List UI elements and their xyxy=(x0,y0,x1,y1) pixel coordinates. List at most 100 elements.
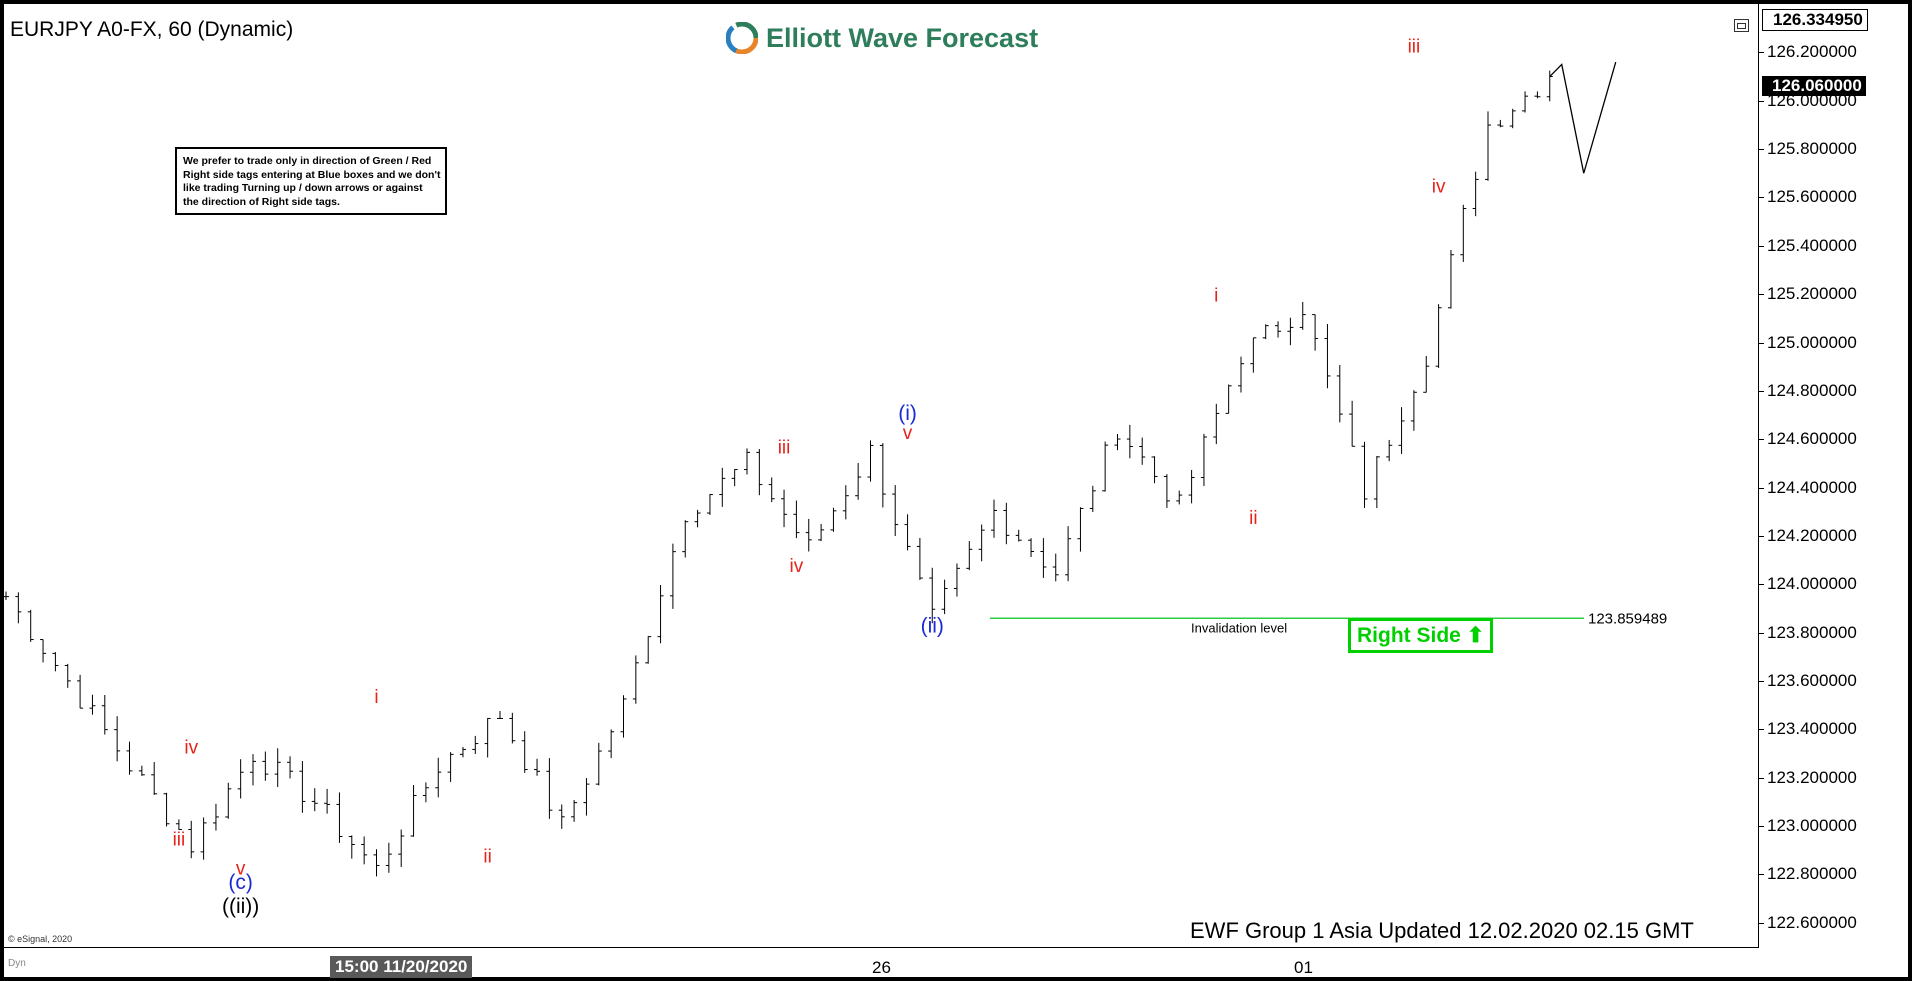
y-tick-label: 125.800000 xyxy=(1767,139,1857,159)
ohlc-bar xyxy=(4,591,9,600)
y-tick-label: 122.800000 xyxy=(1767,864,1857,884)
invalidation-label: Invalidation level xyxy=(1191,620,1287,635)
ohlc-bar xyxy=(1213,403,1220,445)
ohlc-bar xyxy=(978,524,985,562)
wave-label: i xyxy=(374,687,378,708)
ohlc-bar xyxy=(904,514,911,551)
ohlc-bar xyxy=(842,485,849,520)
y-tick-mark xyxy=(1759,390,1764,392)
y-tick-mark xyxy=(1759,584,1764,586)
y-tick-label: 126.200000 xyxy=(1767,42,1857,62)
ohlc-bar xyxy=(101,694,108,735)
ohlc-bar xyxy=(385,842,392,873)
ohlc-bar xyxy=(632,655,639,704)
ohlc-bar xyxy=(175,819,182,831)
ohlc-bar xyxy=(89,694,96,715)
top-price-label: 126.334950 xyxy=(1762,8,1868,31)
arrow-up-icon: ⬆ xyxy=(1466,624,1485,647)
ohlc-bar xyxy=(212,803,219,831)
wave-label: iii xyxy=(173,829,186,850)
ohlc-bar xyxy=(1114,433,1121,451)
ohlc-bar xyxy=(546,758,553,819)
wave-label: ii xyxy=(483,846,491,867)
time-axis[interactable]: Dyn 15:00 11/20/2020 26 01 xyxy=(4,948,1759,978)
ohlc-bar xyxy=(916,537,923,580)
ohlc-bar xyxy=(336,792,343,843)
ohlc-bar xyxy=(657,585,664,644)
ohlc-bar xyxy=(1065,526,1072,582)
y-tick-mark xyxy=(1759,149,1764,151)
y-tick-mark xyxy=(1759,681,1764,683)
ohlc-bar xyxy=(1485,111,1491,181)
ohlc-bar xyxy=(299,761,306,813)
ohlc-bar xyxy=(953,563,960,597)
ohlc-bar xyxy=(311,788,318,812)
y-tick-mark xyxy=(1759,777,1764,779)
invalidation-value: 123.859489 xyxy=(1588,610,1667,627)
y-tick-label: 122.600000 xyxy=(1767,912,1857,932)
ohlc-bar xyxy=(1200,433,1207,487)
ohlc-bar xyxy=(1089,485,1096,513)
ohlc-bar xyxy=(126,741,133,775)
ohlc-bar xyxy=(1040,538,1047,578)
update-footer: EWF Group 1 Asia Updated 12.02.2020 02.1… xyxy=(1190,918,1694,943)
y-tick-mark xyxy=(1759,197,1764,199)
ohlc-bar xyxy=(929,567,936,624)
ohlc-bar xyxy=(1028,538,1035,557)
ohlc-bar xyxy=(324,788,331,814)
y-tick-label: 123.600000 xyxy=(1767,671,1857,691)
ohlc-bar xyxy=(1336,365,1343,423)
wave-label: iv xyxy=(1432,177,1446,198)
copyright: © eSignal, 2020 xyxy=(8,934,73,944)
ohlc-bar xyxy=(855,463,862,500)
ohlc-bar xyxy=(40,639,47,663)
ohlc-bar xyxy=(225,782,232,819)
ohlc-bar xyxy=(52,652,59,672)
logo: Elliott Wave Forecast xyxy=(726,22,1038,54)
ohlc-bar xyxy=(250,754,256,786)
ohlc-bar xyxy=(620,695,627,738)
ohlc-bar xyxy=(879,443,886,508)
y-tick-label: 124.800000 xyxy=(1767,380,1857,400)
ohlc-bar xyxy=(27,609,34,642)
price-axis[interactable]: 126.200000 126.000000 125.800000 125.600000… xyxy=(1759,4,1908,948)
plot-area[interactable]: 123.859489 Invalidation level iii iv v (c) ((i… xyxy=(4,4,1759,948)
y-tick-label: 125.200000 xyxy=(1767,284,1857,304)
y-tick-mark xyxy=(1759,294,1764,296)
right-side-badge: Right Side ⬆ xyxy=(1348,618,1494,653)
ohlc-bar xyxy=(867,440,874,482)
x-tick-label: 15:00 11/20/2020 xyxy=(330,956,473,978)
ohlc-bar xyxy=(1139,437,1146,465)
y-tick-label: 125.600000 xyxy=(1767,187,1857,207)
logo-text: Elliott Wave Forecast xyxy=(766,22,1039,53)
ohlc-bar xyxy=(1052,553,1059,582)
window-restore-icon[interactable] xyxy=(1734,19,1749,32)
y-tick-mark xyxy=(1759,729,1764,731)
ohlc-bar xyxy=(1003,502,1010,545)
wave-label: ii xyxy=(1249,508,1257,529)
ohlc-bar xyxy=(682,520,689,558)
y-tick-label: 123.200000 xyxy=(1767,767,1857,787)
ohlc-bar xyxy=(398,829,405,867)
ohlc-bar xyxy=(1534,91,1541,99)
wave-label: v xyxy=(903,423,913,444)
ohlc-bar xyxy=(558,804,565,829)
y-tick-label: 123.800000 xyxy=(1767,622,1857,642)
ohlc-bar xyxy=(1398,407,1405,454)
ohlc-bar xyxy=(966,541,973,571)
ohlc-bar xyxy=(114,716,121,762)
ohlc-bar xyxy=(669,543,676,609)
ohlc-bar xyxy=(781,489,788,528)
ohlc-bar xyxy=(1102,441,1109,492)
ohlc-bar xyxy=(1015,529,1022,542)
wave-label: v xyxy=(236,858,246,879)
ohlc-bar xyxy=(262,751,269,781)
ohlc-bar xyxy=(756,449,763,496)
ohlc-bar xyxy=(571,800,578,822)
y-tick-label: 124.600000 xyxy=(1767,429,1857,449)
ohlc-bar xyxy=(1410,390,1417,431)
chart-title: EURJPY A0-FX, 60 (Dynamic) xyxy=(10,18,294,41)
ohlc-bar xyxy=(1386,439,1393,462)
ohlc-bar xyxy=(830,507,837,532)
ohlc-bar xyxy=(719,467,726,507)
